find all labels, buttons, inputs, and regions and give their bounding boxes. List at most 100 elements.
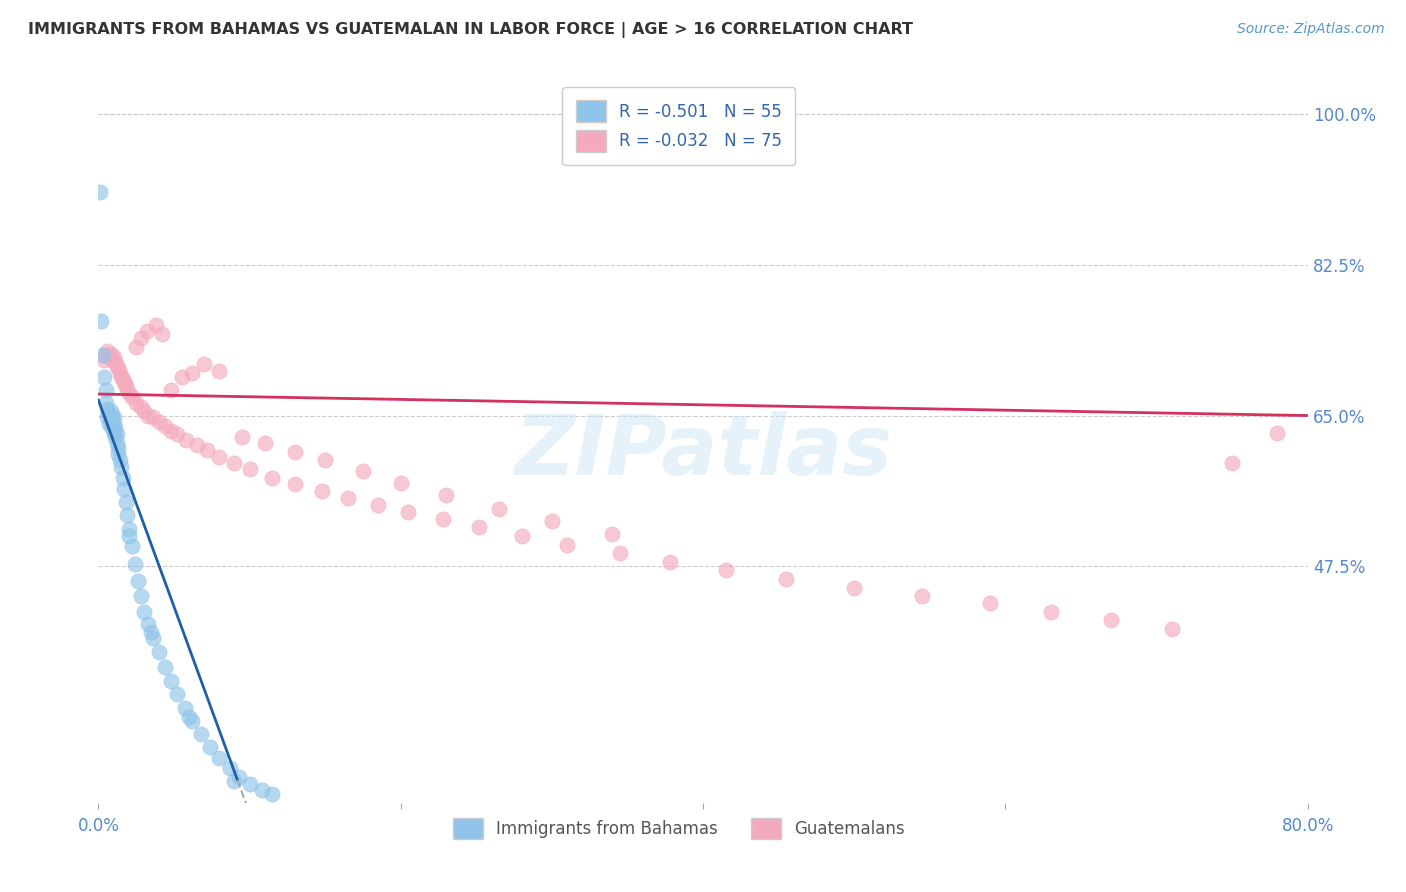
Point <box>127 574 149 588</box>
Point <box>121 390 143 404</box>
Point <box>94 348 117 362</box>
Point <box>284 444 307 458</box>
Point <box>115 508 138 522</box>
Point <box>94 383 117 397</box>
Point <box>107 447 129 461</box>
Point <box>160 673 183 688</box>
Point <box>104 430 127 444</box>
Point <box>150 326 173 341</box>
Point <box>844 581 866 595</box>
Point <box>219 761 242 775</box>
Point <box>181 366 204 380</box>
Point <box>231 430 253 444</box>
Point <box>775 572 797 586</box>
Point <box>110 460 132 475</box>
Point <box>132 404 155 418</box>
Point <box>98 407 121 421</box>
Point <box>174 433 197 447</box>
Point <box>208 364 231 378</box>
Point <box>103 417 125 432</box>
Point <box>115 383 138 397</box>
Point <box>142 410 165 425</box>
Point <box>488 501 510 516</box>
Point <box>195 442 218 457</box>
Point <box>239 462 262 476</box>
Point <box>179 710 201 724</box>
Point <box>148 416 170 430</box>
Point <box>148 645 170 659</box>
Point <box>468 520 491 534</box>
Point <box>208 751 231 765</box>
Point <box>118 386 141 401</box>
Point <box>101 421 124 435</box>
Point <box>160 383 183 397</box>
Point <box>510 529 533 543</box>
Point <box>129 331 152 345</box>
Point <box>100 346 122 360</box>
Point <box>540 514 562 528</box>
Point <box>284 477 307 491</box>
Point <box>98 350 121 364</box>
Point <box>250 783 273 797</box>
Point <box>658 555 681 569</box>
Point <box>602 527 624 541</box>
Point <box>96 401 118 416</box>
Point <box>190 727 212 741</box>
Point <box>609 546 631 560</box>
Point <box>181 714 204 728</box>
Point <box>200 739 222 754</box>
Point <box>1220 456 1243 470</box>
Point <box>107 361 129 376</box>
Point <box>110 369 132 384</box>
Point <box>1267 425 1289 440</box>
Point <box>98 417 121 432</box>
Point <box>193 357 215 371</box>
Point <box>173 701 195 715</box>
Point <box>166 687 188 701</box>
Point <box>105 436 128 450</box>
Point <box>91 348 114 362</box>
Point <box>93 352 115 367</box>
Point <box>1160 622 1182 636</box>
Point <box>208 450 231 464</box>
Point <box>118 529 141 543</box>
Point <box>129 400 152 414</box>
Point <box>979 596 1001 610</box>
Point <box>239 777 262 791</box>
Point <box>714 564 737 578</box>
Point <box>118 522 141 536</box>
Text: IMMIGRANTS FROM BAHAMAS VS GUATEMALAN IN LABOR FORCE | AGE > 16 CORRELATION CHAR: IMMIGRANTS FROM BAHAMAS VS GUATEMALAN IN… <box>28 22 912 38</box>
Point <box>129 589 152 603</box>
Point <box>94 395 117 409</box>
Text: ZIPatlas: ZIPatlas <box>515 411 891 492</box>
Point <box>911 589 934 603</box>
Point <box>166 427 188 442</box>
Point <box>121 540 143 554</box>
Point <box>311 484 333 499</box>
Point <box>114 378 136 392</box>
Point <box>1099 613 1122 627</box>
Point <box>103 425 125 440</box>
Point <box>96 344 118 359</box>
Point <box>336 491 359 505</box>
Point <box>142 631 165 645</box>
Point <box>136 616 159 631</box>
Point <box>434 488 457 502</box>
Point <box>132 605 155 619</box>
Point <box>141 625 163 640</box>
Point <box>111 372 134 386</box>
Point <box>105 359 128 373</box>
Point <box>101 352 124 367</box>
Point <box>103 350 125 364</box>
Point <box>104 421 127 435</box>
Point <box>136 409 159 423</box>
Point <box>107 442 129 456</box>
Point <box>262 787 284 801</box>
Point <box>112 482 135 496</box>
Text: Source: ZipAtlas.com: Source: ZipAtlas.com <box>1237 22 1385 37</box>
Point <box>105 427 128 442</box>
Point <box>432 512 454 526</box>
Point <box>153 660 176 674</box>
Point <box>253 436 276 450</box>
Point <box>389 475 412 490</box>
